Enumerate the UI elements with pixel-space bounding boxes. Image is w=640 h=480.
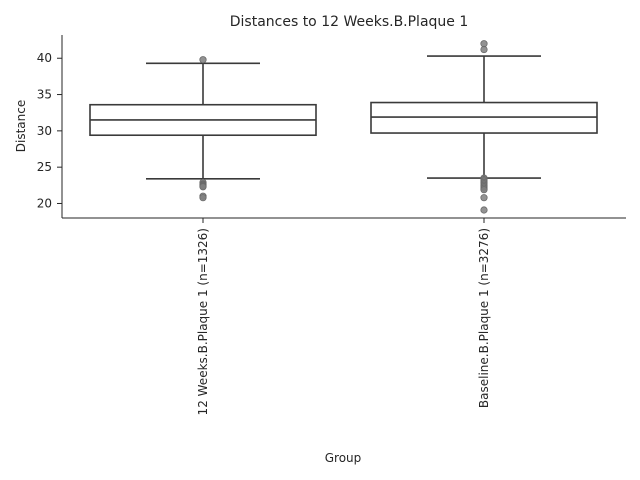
- box-group: [89, 56, 317, 202]
- y-tick-label: 30: [37, 124, 52, 138]
- y-tick-labels: 20 25 30 35 40: [37, 51, 62, 210]
- y-tick-label: 40: [37, 51, 52, 65]
- chart-title: Distances to 12 Weeks.B.Plaque 1: [230, 14, 469, 30]
- box-series: [89, 40, 598, 214]
- outlier-point: [199, 56, 207, 64]
- x-axis-title: Group: [325, 451, 362, 465]
- outlier-point: [199, 183, 207, 191]
- outlier-point: [480, 206, 488, 214]
- y-axis-title: Distance: [14, 100, 28, 152]
- outlier-point: [480, 45, 488, 54]
- outlier-point: [199, 194, 207, 202]
- x-tick-label: Baseline.B.Plaque 1 (n=3276): [477, 228, 491, 408]
- y-tick-label: 25: [37, 160, 52, 174]
- x-tick-labels: 12 Weeks.B.Plaque 1 (n=1326) Baseline.B.P…: [196, 218, 491, 415]
- outlier-point: [480, 194, 488, 202]
- outlier-point: [480, 186, 488, 194]
- y-tick-label: 20: [37, 196, 52, 210]
- box-group: [370, 40, 598, 214]
- y-tick-label: 35: [37, 88, 52, 102]
- x-tick-label: 12 Weeks.B.Plaque 1 (n=1326): [196, 228, 210, 415]
